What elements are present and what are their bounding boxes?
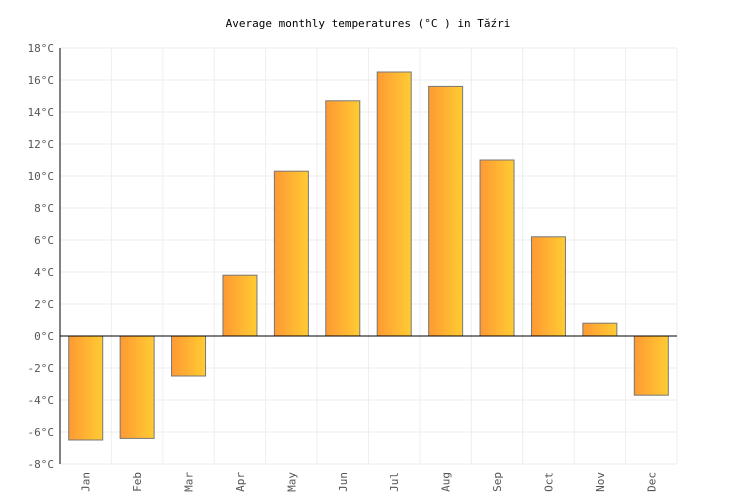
bar-may — [273, 170, 309, 337]
y-tick-label: -4°C — [28, 394, 55, 407]
bar-mar — [171, 335, 207, 377]
bar-sep — [479, 159, 515, 337]
bar-oct — [530, 236, 566, 337]
bar-jan — [68, 335, 104, 441]
y-tick-label: 12°C — [28, 138, 55, 151]
x-tick-label: May — [285, 472, 298, 492]
bar-feb — [119, 335, 155, 439]
y-tick-label: 0°C — [34, 330, 54, 343]
y-tick-label: -6°C — [28, 426, 55, 439]
x-tick-label: Apr — [234, 472, 247, 492]
bar-aug — [428, 85, 464, 337]
y-tick-label: 6°C — [34, 234, 54, 247]
bar-apr — [222, 274, 258, 337]
y-tick-label: 14°C — [28, 106, 55, 119]
x-tick-label: Oct — [542, 472, 555, 492]
y-tick-label: 10°C — [28, 170, 55, 183]
x-tick-label: Mar — [183, 472, 196, 492]
y-tick-label: 18°C — [28, 42, 55, 55]
y-tick-label: 16°C — [28, 74, 55, 87]
bar-nov — [582, 322, 618, 337]
y-tick-label: 4°C — [34, 266, 54, 279]
x-tick-label: Aug — [440, 472, 453, 492]
y-tick-label: -8°C — [28, 458, 55, 471]
y-tick-label: 2°C — [34, 298, 54, 311]
chart-title: Average monthly temperatures (°C ) in Tă… — [225, 17, 511, 30]
x-tick-label: Jun — [337, 472, 350, 492]
x-tick-label: Sep — [491, 472, 504, 492]
x-tick-label: Jan — [80, 472, 93, 492]
y-tick-label: -2°C — [28, 362, 55, 375]
x-tick-label: Feb — [131, 472, 144, 492]
x-tick-label: Jul — [388, 472, 401, 492]
bar-dec — [633, 335, 669, 396]
bar-jul — [376, 71, 412, 337]
x-tick-label: Nov — [594, 472, 607, 492]
y-tick-label: 8°C — [34, 202, 54, 215]
x-tick-label: Dec — [645, 472, 658, 492]
bar-jun — [325, 100, 361, 337]
